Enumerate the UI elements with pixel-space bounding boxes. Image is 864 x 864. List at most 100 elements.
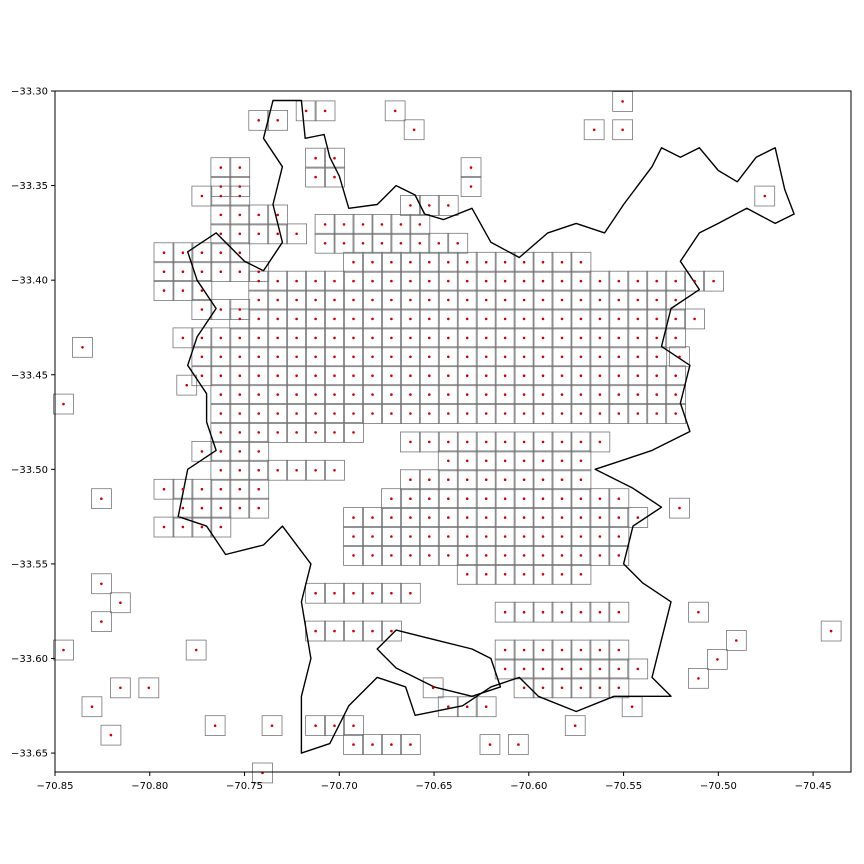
centroid-point [674, 374, 677, 378]
centroid-point [219, 374, 223, 378]
grid-cell [570, 403, 592, 424]
grid-cell [172, 261, 194, 283]
centroid-point [579, 648, 583, 652]
centroid-point [352, 431, 355, 434]
centroid-point [541, 260, 545, 264]
centroid-point [447, 393, 450, 396]
centroid-point [522, 648, 526, 652]
centroid-point [655, 393, 658, 396]
grid-cell [589, 431, 611, 453]
grid-cell [403, 119, 425, 141]
centroid-point [333, 355, 336, 359]
centroid-point [371, 554, 374, 557]
centroid-point [484, 554, 488, 557]
grid-cell [422, 677, 444, 699]
grid-cell [608, 270, 630, 292]
grid-cell [371, 232, 393, 254]
grid-cell [570, 251, 592, 273]
centroid-point [352, 516, 355, 519]
grid-cell [589, 545, 611, 566]
centroid-point [333, 374, 336, 378]
grid-cell [229, 242, 251, 264]
grid-cell [589, 601, 611, 623]
grid-cell [820, 620, 842, 642]
grid-cell [513, 639, 535, 661]
centroid-point [371, 743, 374, 746]
centroid-point [503, 374, 507, 378]
grid-cell [248, 497, 270, 519]
grid-cell [362, 545, 383, 566]
centroid-point [655, 374, 658, 378]
grid-cell [343, 346, 364, 368]
grid-cell [204, 715, 226, 737]
centroid-point [428, 440, 431, 444]
grid-cell [343, 403, 364, 424]
centroid-point [447, 355, 450, 359]
grid-cell [627, 327, 649, 349]
centroid-point [693, 317, 696, 321]
grid-cell [532, 507, 554, 528]
grid-cell [551, 677, 573, 699]
centroid-point [598, 667, 602, 671]
centroid-point [238, 412, 242, 415]
centroid-point [522, 686, 526, 690]
centroid-point [579, 610, 583, 614]
grid-cell [437, 195, 459, 216]
grid-cell [665, 308, 687, 330]
grid-cell [314, 232, 336, 254]
centroid-point [428, 336, 431, 340]
centroid-point [390, 629, 393, 633]
grid-cell [286, 308, 308, 330]
centroid-point [295, 355, 298, 359]
grid-cell [570, 469, 592, 491]
grid-cell [532, 601, 554, 623]
centroid-point [380, 223, 384, 226]
y-tick-label: −33.30 [11, 87, 48, 98]
grid-cell [456, 488, 478, 510]
y-tick-label: −33.40 [11, 276, 48, 287]
centroid-point [200, 289, 204, 292]
centroid-point [503, 260, 507, 264]
grid-cell [418, 488, 440, 510]
grid-cell [570, 545, 592, 566]
centroid-point [333, 431, 336, 434]
grid-cell [551, 639, 573, 661]
grid-cell [399, 488, 421, 510]
centroid-point [617, 355, 621, 359]
centroid-point [295, 431, 298, 434]
centroid-point [276, 393, 280, 396]
grid-cell [665, 403, 687, 424]
grid-cell [229, 223, 251, 245]
grid-cell [513, 431, 535, 453]
centroid-point [352, 743, 355, 746]
centroid-point [333, 175, 336, 179]
grid-cell [513, 507, 535, 528]
centroid-point [617, 317, 621, 321]
grid-cell [324, 422, 345, 443]
grid-cell [513, 658, 535, 680]
grid-cell [81, 696, 103, 718]
centroid-point [200, 487, 204, 491]
centroid-point [200, 450, 204, 453]
grid-cell [513, 346, 535, 368]
centroid-point [238, 374, 242, 378]
centroid-point [181, 506, 185, 510]
centroid-point [238, 232, 242, 236]
boundary-layer [177, 99, 795, 754]
grid-cell [418, 346, 440, 368]
grid-cell [210, 346, 232, 368]
centroid-point [314, 279, 317, 283]
centroid-point [390, 317, 393, 321]
grid-cell [570, 564, 592, 585]
grid-cell [475, 488, 497, 510]
grid-cell [72, 336, 93, 358]
grid-cell [513, 545, 535, 566]
grid-cell [418, 365, 440, 387]
centroid-point [412, 128, 416, 132]
grid-cell [153, 261, 175, 283]
centroid-point [465, 554, 469, 557]
centroid-point [428, 554, 431, 557]
centroid-point [503, 412, 507, 415]
centroid-point [371, 298, 374, 302]
centroid-point [560, 610, 564, 614]
